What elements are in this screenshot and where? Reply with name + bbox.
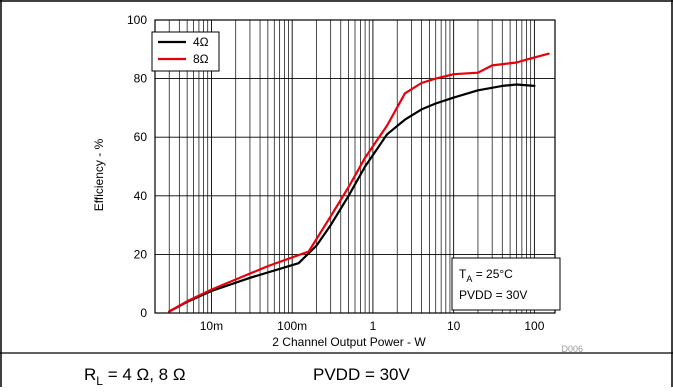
series-line-8ohm bbox=[168, 52, 550, 313]
x-tick-label: 10m bbox=[200, 319, 223, 333]
x-tick-label: 100 bbox=[524, 319, 544, 333]
y-axis-label: Efficiency - % bbox=[92, 138, 106, 211]
pvdd-annotation: PVDD = 30V bbox=[459, 288, 527, 302]
temperature-annotation: TA = 25°C bbox=[459, 267, 513, 284]
temperature-value: = 25°C bbox=[472, 267, 513, 281]
rl-subscript: L bbox=[96, 374, 103, 387]
plot-border bbox=[154, 19, 556, 314]
conditions-box-frame bbox=[451, 257, 561, 311]
legend-label-4ohm: 4Ω bbox=[193, 35, 209, 49]
y-tick-label: 40 bbox=[134, 189, 148, 203]
series-lines bbox=[168, 52, 550, 313]
legend: 4Ω 8Ω bbox=[151, 31, 220, 72]
legend-label-8ohm: 8Ω bbox=[193, 52, 209, 66]
conditions-box: TA = 25°C PVDD = 30V bbox=[451, 257, 561, 311]
pvdd-caption: PVDD = 30V bbox=[313, 365, 411, 384]
x-tick-label: 100m bbox=[277, 319, 307, 333]
temperature-symbol: T bbox=[459, 267, 467, 281]
y-tick-label: 80 bbox=[134, 72, 148, 86]
y-tick-label: 100 bbox=[127, 13, 147, 27]
tick-labels: 0 20 40 60 80 100 10m 100m 1 10 100 bbox=[127, 13, 545, 333]
rl-symbol: R bbox=[84, 365, 96, 384]
x-tick-label: 1 bbox=[370, 319, 377, 333]
figure-source-code: D006 bbox=[561, 344, 583, 354]
x-tick-label: 10 bbox=[447, 319, 461, 333]
x-axis-label: 2 Channel Output Power - W bbox=[272, 335, 426, 349]
rl-values: = 4 Ω, 8 Ω bbox=[103, 365, 186, 384]
series-line-4ohm bbox=[168, 83, 536, 313]
temperature-subscript: A bbox=[466, 274, 472, 284]
y-tick-label: 0 bbox=[140, 306, 147, 320]
y-tick-label: 60 bbox=[134, 130, 148, 144]
y-tick-label: 20 bbox=[134, 247, 148, 261]
legend-box bbox=[151, 31, 220, 72]
rl-caption: RL = 4 Ω, 8 Ω bbox=[84, 365, 186, 387]
